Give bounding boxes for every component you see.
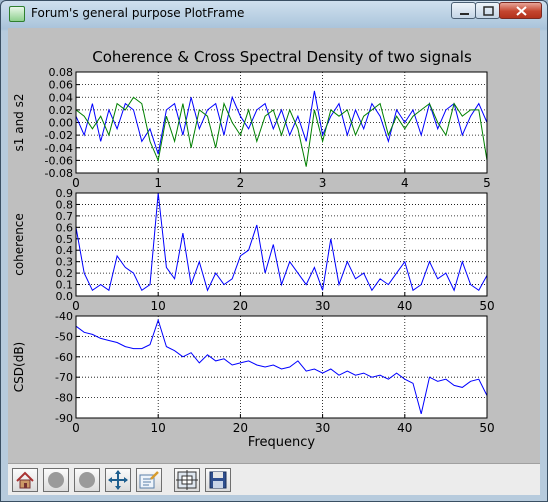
y-tick-label: 0.5 [56, 233, 74, 246]
back-button[interactable] [43, 468, 69, 492]
close-button[interactable] [499, 2, 542, 19]
figure-canvas[interactable]: Coherence & Cross Spectral Density of tw… [8, 28, 540, 463]
y-tick-label: 0.6 [56, 221, 74, 234]
axes-frame [75, 192, 488, 297]
y-axis-label: CSD(dB) [12, 342, 26, 392]
maximize-button[interactable] [475, 2, 500, 19]
y-tick-label: -0.04 [45, 142, 73, 155]
y-tick-label: -0.08 [45, 167, 73, 180]
y-tick-label: 0.02 [49, 104, 74, 117]
plot-area [76, 316, 487, 418]
x-tick-label: 40 [397, 299, 412, 313]
plot-area [76, 72, 487, 173]
x-tick-label: 0 [72, 176, 80, 190]
y-tick-label: -0.02 [45, 129, 73, 142]
y-tick-label: 0.0 [56, 290, 74, 303]
y-tick-label: 0.1 [56, 279, 74, 292]
title-bar[interactable]: Forum's general purpose PlotFrame [1, 1, 547, 27]
subplot-3 [75, 315, 488, 419]
y-tick-label: 0.00 [49, 117, 74, 130]
y-tick-label: -50 [55, 330, 73, 343]
y-tick-label: -60 [55, 351, 73, 364]
y-tick-label: 0.04 [49, 91, 74, 104]
maximize-icon [483, 6, 494, 16]
window-title: Forum's general purpose PlotFrame [31, 6, 245, 20]
y-tick-label: 0.2 [56, 267, 74, 280]
series-line-1 [75, 318, 488, 415]
y-tick-label: -90 [55, 412, 73, 425]
x-tick-label: 3 [319, 176, 327, 190]
y-tick-label: -80 [55, 392, 73, 405]
x-tick-label: 5 [483, 176, 491, 190]
x-tick-label: 10 [151, 299, 166, 313]
navigation-toolbar [8, 463, 540, 495]
minimize-icon [460, 13, 469, 15]
back-icon [48, 472, 64, 488]
forward-icon [79, 472, 95, 488]
save-button[interactable] [205, 468, 231, 492]
series-line-1 [75, 90, 488, 155]
y-axis-label: coherence [12, 213, 26, 276]
plot-canvas-area: Coherence & Cross Spectral Density of tw… [8, 28, 540, 495]
zoom-icon [139, 471, 159, 489]
y-tick-label: -0.06 [45, 154, 73, 167]
x-tick-label: 40 [397, 421, 412, 435]
x-tick-label: 20 [233, 299, 248, 313]
axes-frame [75, 315, 488, 419]
forward-button[interactable] [74, 468, 100, 492]
subplot-2 [75, 192, 488, 297]
x-tick-label: 4 [401, 176, 409, 190]
zoom-button[interactable] [136, 468, 162, 492]
x-axis-label: Frequency [248, 435, 315, 450]
x-tick-label: 30 [315, 421, 330, 435]
y-tick-label: 0.3 [56, 256, 74, 269]
close-icon [516, 6, 527, 16]
subplots-icon [176, 470, 198, 490]
x-tick-label: 2 [237, 176, 245, 190]
y-tick-label: -40 [55, 310, 73, 323]
x-tick-label: 50 [479, 299, 494, 313]
x-tick-label: 10 [151, 421, 166, 435]
series-line-1 [75, 192, 488, 292]
y-tick-label: 0.7 [56, 210, 74, 223]
x-tick-label: 1 [154, 176, 162, 190]
figure-title: Coherence & Cross Spectral Density of tw… [92, 48, 472, 66]
y-tick-label: 0.9 [56, 187, 74, 200]
pan-button[interactable] [105, 468, 131, 492]
x-tick-label: 0 [72, 299, 80, 313]
y-tick-label: -70 [55, 371, 73, 384]
y-tick-label: 0.8 [56, 198, 74, 211]
home-icon [16, 471, 34, 489]
plot-area [76, 193, 487, 296]
app-icon [9, 6, 25, 22]
minimize-button[interactable] [451, 2, 476, 19]
series-line-2 [75, 96, 488, 167]
pan-icon [108, 470, 128, 490]
home-button[interactable] [12, 468, 38, 492]
y-tick-label: 0.08 [49, 66, 74, 79]
subplots-button[interactable] [174, 468, 200, 492]
x-tick-label: 30 [315, 299, 330, 313]
x-tick-label: 50 [479, 421, 494, 435]
y-tick-label: 0.06 [49, 79, 74, 92]
axes-frame [75, 71, 488, 174]
save-icon [209, 471, 227, 489]
x-tick-label: 20 [233, 421, 248, 435]
x-tick-label: 0 [72, 421, 80, 435]
y-axis-label: s1 and s2 [12, 94, 26, 152]
subplot-1 [75, 71, 488, 174]
y-tick-label: 0.4 [56, 244, 74, 257]
